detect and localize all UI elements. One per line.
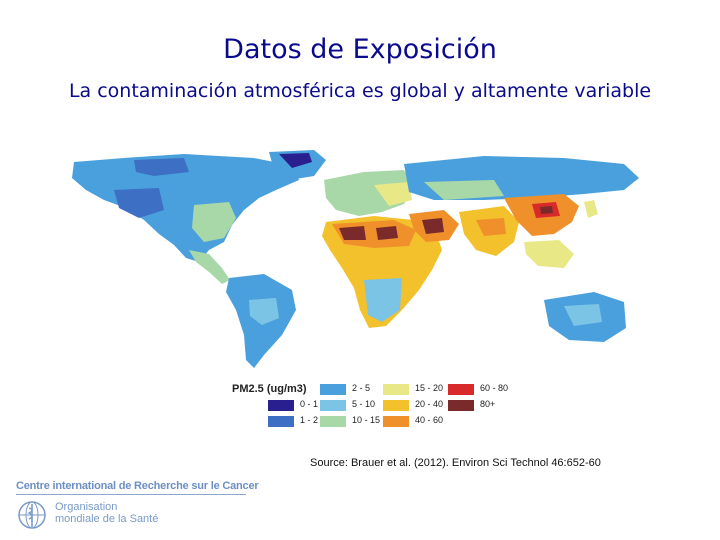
- sahara-extreme: [339, 226, 366, 240]
- who-name-line1: Organisation: [55, 501, 118, 513]
- china-core: [540, 206, 553, 214]
- legend-label: 80+: [480, 399, 496, 409]
- legend-label: 40 - 60: [415, 415, 444, 425]
- legend-label: 20 - 40: [415, 399, 444, 409]
- india-high: [476, 218, 506, 236]
- pm25-world-map: [72, 150, 639, 368]
- sahara-extreme-2: [376, 226, 398, 240]
- na-east-moderate: [192, 202, 236, 242]
- iarc-divider: [16, 494, 246, 495]
- source-citation: Source: Brauer et al. (2012). Environ Sc…: [310, 457, 601, 469]
- legend-label: 1 - 2: [300, 415, 319, 425]
- africa-south: [364, 278, 402, 322]
- legend-label: 15 - 20: [415, 383, 444, 393]
- legend-title: PM2.5 (ug/m3): [232, 383, 307, 395]
- slide-title: Datos de Exposición: [223, 34, 497, 65]
- legend-swatch: [383, 400, 409, 411]
- legend-swatch: [268, 416, 294, 427]
- legend-label: 0 - 1: [300, 399, 319, 409]
- japan: [584, 200, 598, 218]
- legend-swatch: [448, 384, 474, 395]
- na-west-low: [114, 188, 164, 218]
- legend-swatch: [448, 400, 474, 411]
- na-arctic: [134, 158, 189, 176]
- north-asia-moderate: [424, 180, 504, 200]
- legend-swatch: [320, 384, 346, 395]
- legend-label: 5 - 10: [352, 399, 376, 409]
- legend-label: 60 - 80: [480, 383, 509, 393]
- map-legend: PM2.5 (ug/m3) 0 - 1 1 - 2 2 - 5 5 - 10 1…: [232, 378, 642, 430]
- legend-swatch: [320, 416, 346, 427]
- legend-label: 2 - 5: [352, 383, 371, 393]
- who-name: Organisation mondiale de la Santé: [55, 501, 158, 525]
- legend-swatch: [268, 400, 294, 411]
- southeast-asia: [524, 240, 574, 268]
- who-emblem-icon: [18, 501, 46, 529]
- iarc-logo-text: Centre international de Recherche sur le…: [16, 480, 259, 492]
- legend-swatch: [320, 400, 346, 411]
- who-name-line2: mondiale de la Santé: [55, 513, 159, 525]
- north-america: [72, 154, 299, 262]
- australia-interior: [564, 304, 602, 326]
- europe-east: [374, 182, 412, 206]
- sa-central: [249, 298, 279, 325]
- central-america: [189, 250, 230, 284]
- greenland-clean: [279, 153, 312, 168]
- middle-east-extreme: [422, 218, 444, 234]
- legend-swatch: [383, 416, 409, 427]
- legend-label: 10 - 15: [352, 415, 381, 425]
- slide-subtitle: La contaminación atmosférica es global y…: [68, 80, 652, 102]
- legend-swatch: [383, 384, 409, 395]
